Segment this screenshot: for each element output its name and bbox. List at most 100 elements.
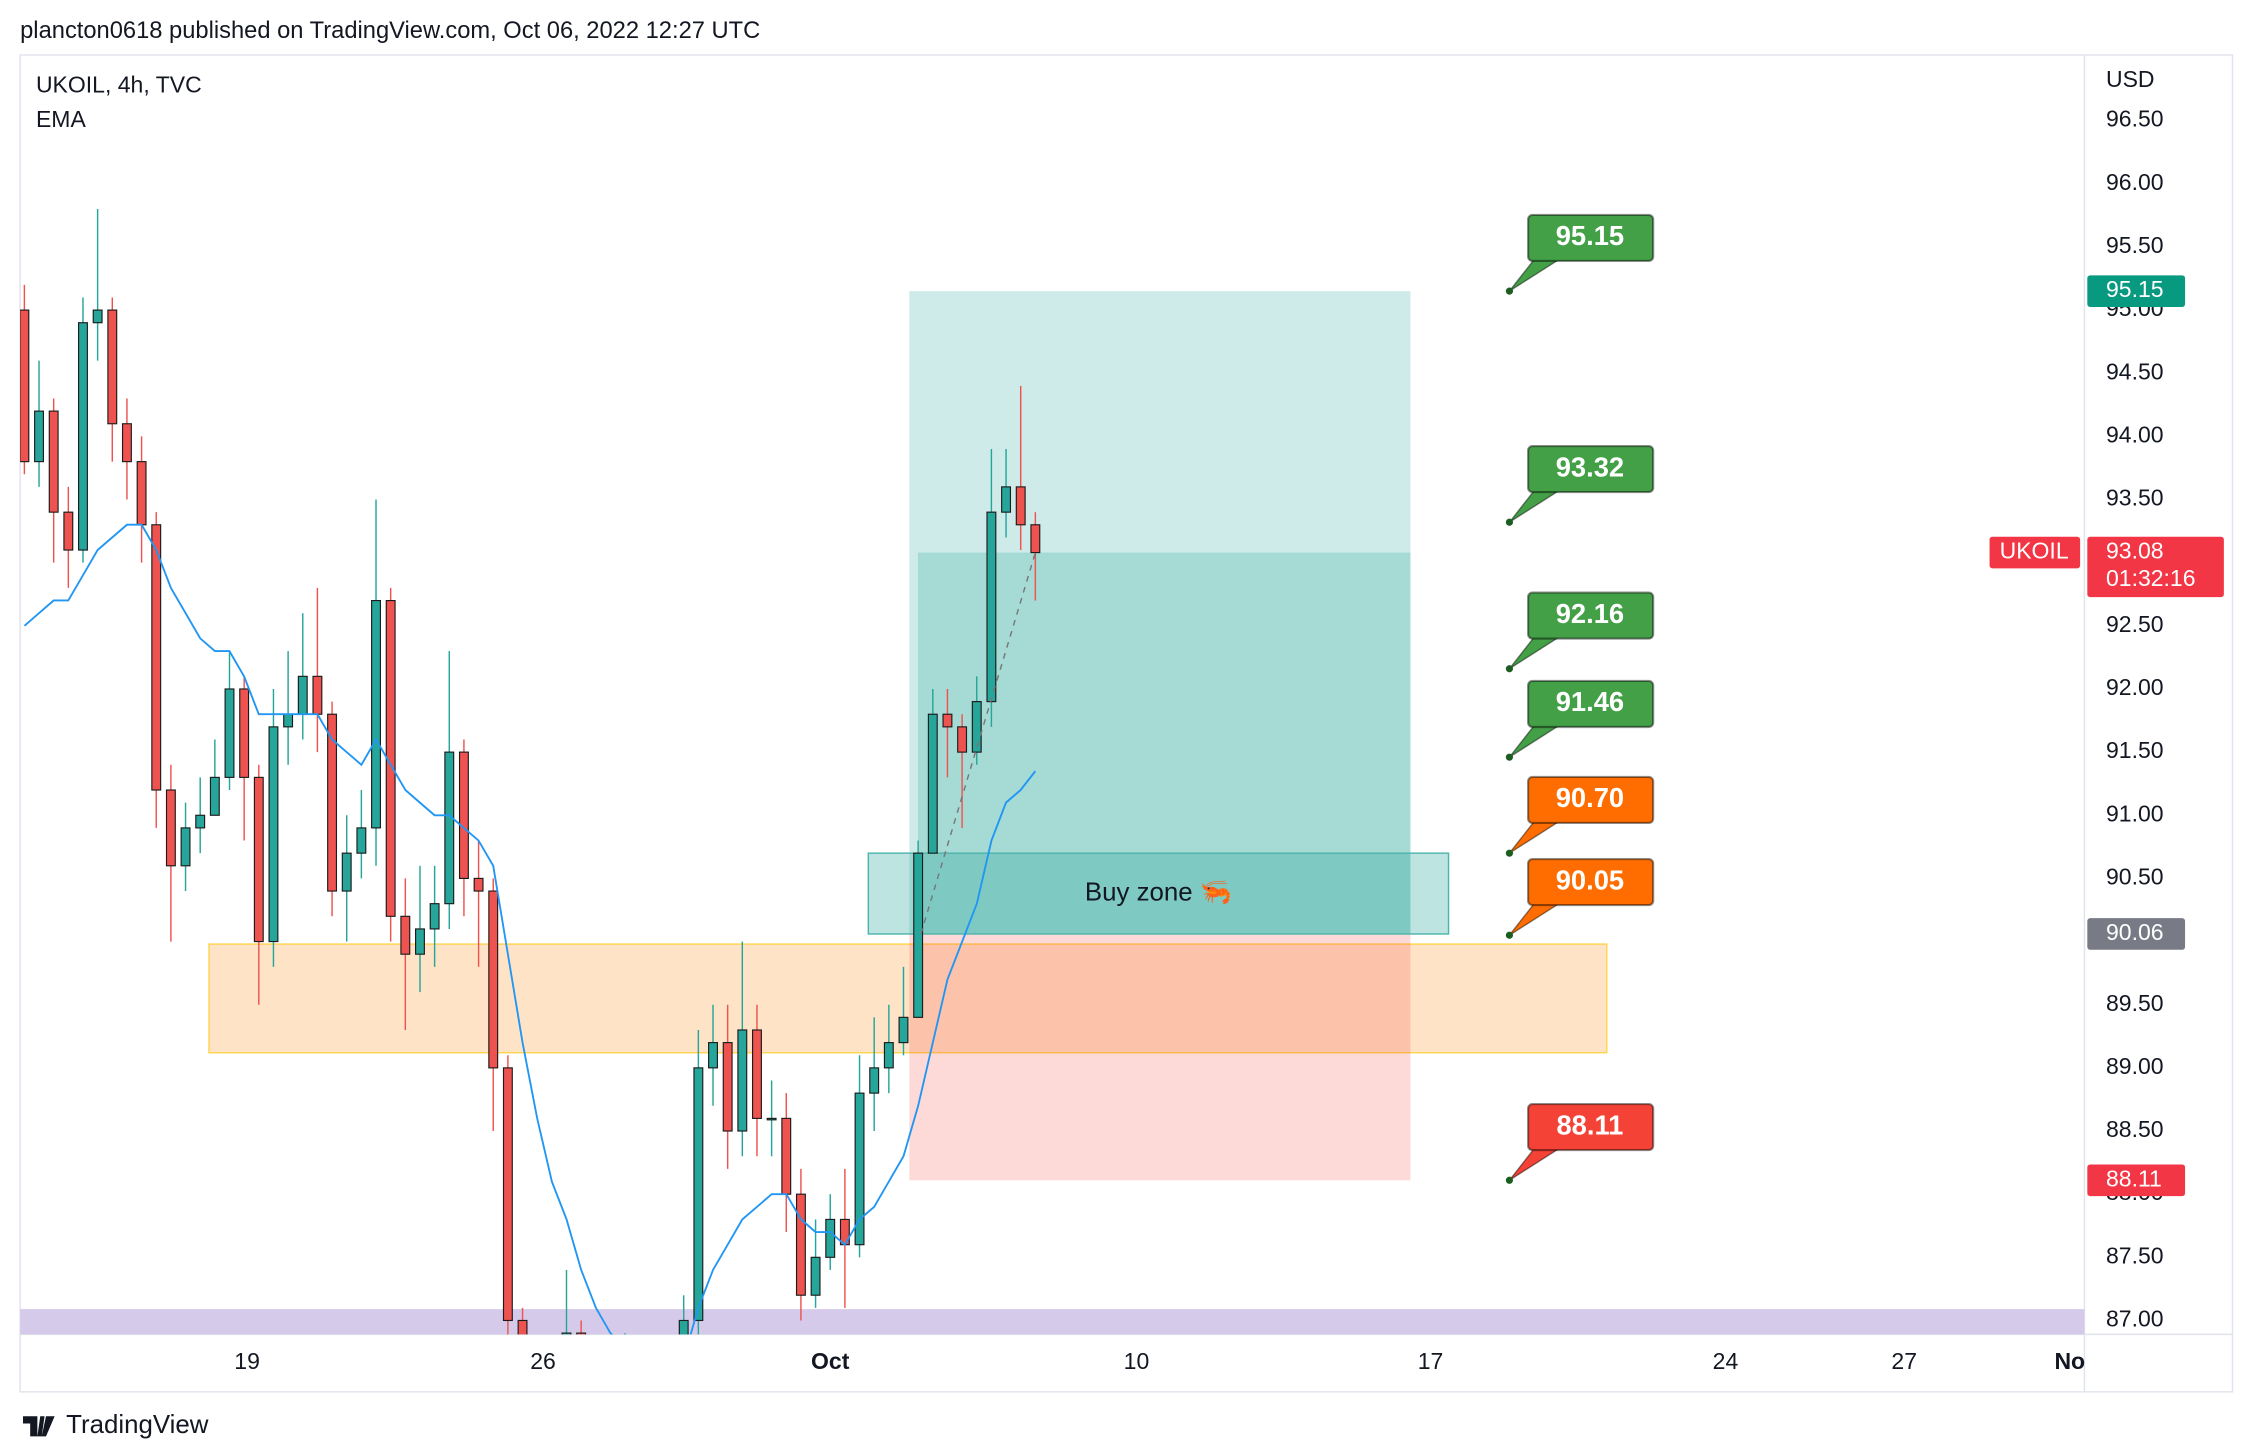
candle-body xyxy=(576,1332,587,1335)
logo-mark xyxy=(23,1416,55,1437)
candle-body xyxy=(737,1029,748,1132)
callout-label: 93.32 xyxy=(1556,451,1624,482)
candle-body xyxy=(151,524,162,791)
ema-line xyxy=(23,523,1037,1335)
symbol-tag-label: UKOIL xyxy=(2000,538,2069,564)
callout-dot xyxy=(1505,518,1514,526)
candle-body xyxy=(444,751,455,905)
candle-body xyxy=(693,1067,704,1322)
candle-body xyxy=(942,713,953,728)
callout-dot xyxy=(1505,753,1514,761)
y-tick-label: 88.50 xyxy=(2106,1116,2164,1142)
x-tick-label: 24 xyxy=(1713,1348,1739,1374)
y-tick-label: 96.50 xyxy=(2106,106,2164,132)
callout-tail xyxy=(1508,634,1564,670)
callout-tail xyxy=(1508,488,1564,523)
x-tick-label: 17 xyxy=(1418,1348,1444,1374)
candle-body xyxy=(180,827,191,867)
y-tick-label: 92.00 xyxy=(2106,674,2164,700)
candle-body xyxy=(883,1042,894,1069)
y-tick-label: 95.50 xyxy=(2106,232,2164,258)
candle-body xyxy=(591,1384,600,1409)
price-tag xyxy=(2087,1164,2186,1197)
candle-body xyxy=(165,789,176,867)
y-tick-label: 94.00 xyxy=(2106,421,2164,447)
callout-box xyxy=(1527,775,1655,825)
brand: TradingView xyxy=(66,1411,209,1439)
candle-body xyxy=(810,1256,821,1296)
purple-band xyxy=(20,1309,2085,1335)
symbol-title: UKOIL, 4h, TVC xyxy=(36,72,202,98)
candle-body xyxy=(121,423,132,463)
candle-body xyxy=(297,675,308,715)
x-tick-label: 19 xyxy=(234,1348,260,1374)
last-price-label: 93.08 xyxy=(2106,538,2164,564)
published-line: plancton0618 published on TradingView.co… xyxy=(20,18,760,44)
candle-body xyxy=(253,776,264,943)
candle-body xyxy=(708,1042,718,1069)
price-tag-label: 95.15 xyxy=(2106,276,2164,302)
candle-body xyxy=(635,1384,644,1409)
callout-dot xyxy=(1505,849,1514,857)
y-tick-label: 89.50 xyxy=(2106,990,2164,1016)
position-path xyxy=(920,552,1037,935)
candle-body xyxy=(561,1332,572,1335)
candle-body xyxy=(751,1029,762,1119)
candle-body xyxy=(665,1384,674,1422)
candle-body xyxy=(371,599,381,829)
price-tag xyxy=(2087,275,2186,307)
candle-body xyxy=(898,1016,909,1044)
position-loss xyxy=(909,933,1411,1181)
logo: TradingView xyxy=(23,1411,209,1439)
candle-body xyxy=(913,852,924,1018)
candle-body xyxy=(869,1067,880,1094)
candle-body xyxy=(48,410,59,513)
y-tick-label: 89.00 xyxy=(2106,1053,2164,1079)
candle-body xyxy=(795,1193,806,1296)
candle-body xyxy=(239,688,250,778)
callout-tail xyxy=(1508,723,1564,758)
currency: USD xyxy=(2106,66,2155,92)
candle-body xyxy=(224,688,235,778)
candle-body xyxy=(533,1384,542,1409)
candle-body xyxy=(766,1117,777,1121)
candle-body xyxy=(971,701,982,753)
x-tick-label: Oct xyxy=(811,1348,850,1374)
candle-body xyxy=(957,726,968,753)
price-tag-label: 90.06 xyxy=(2106,919,2164,945)
candle-body xyxy=(283,713,294,728)
callout-tail xyxy=(1508,819,1564,854)
candle-body xyxy=(107,309,118,425)
indicator-name: EMA xyxy=(36,106,87,132)
y-tick-label: 90.50 xyxy=(2106,863,2164,889)
candle-body xyxy=(781,1117,792,1195)
plot xyxy=(20,209,2085,1422)
callout-tail xyxy=(1508,901,1564,936)
candle-body xyxy=(621,1384,630,1422)
callout-box xyxy=(1527,444,1655,494)
callout-label: 95.15 xyxy=(1556,220,1624,251)
candle-body xyxy=(986,511,997,703)
callout-dot xyxy=(1505,931,1514,939)
candle-body xyxy=(473,877,484,892)
callout-dot xyxy=(1505,665,1514,673)
callout-tail xyxy=(1508,1146,1564,1181)
callout-label: 92.16 xyxy=(1556,598,1624,629)
last-price-tag xyxy=(2087,536,2224,598)
candle-body xyxy=(429,903,440,930)
y-tick-label: 93.50 xyxy=(2106,485,2164,511)
candle-body xyxy=(547,1396,556,1409)
candle-body xyxy=(1015,486,1026,526)
candle-body xyxy=(327,713,338,892)
candle-body xyxy=(136,461,147,526)
position-open-profit xyxy=(917,552,1411,934)
price-tag xyxy=(2087,918,2186,950)
y-tick-label: 92.50 xyxy=(2106,611,2164,637)
candle-body xyxy=(502,1067,513,1322)
callout-box xyxy=(1527,857,1655,907)
candle-body xyxy=(1030,524,1041,554)
symbol-tag xyxy=(1989,536,2081,569)
y-tick-label: 94.50 xyxy=(2106,358,2164,384)
candle-body xyxy=(78,322,88,551)
